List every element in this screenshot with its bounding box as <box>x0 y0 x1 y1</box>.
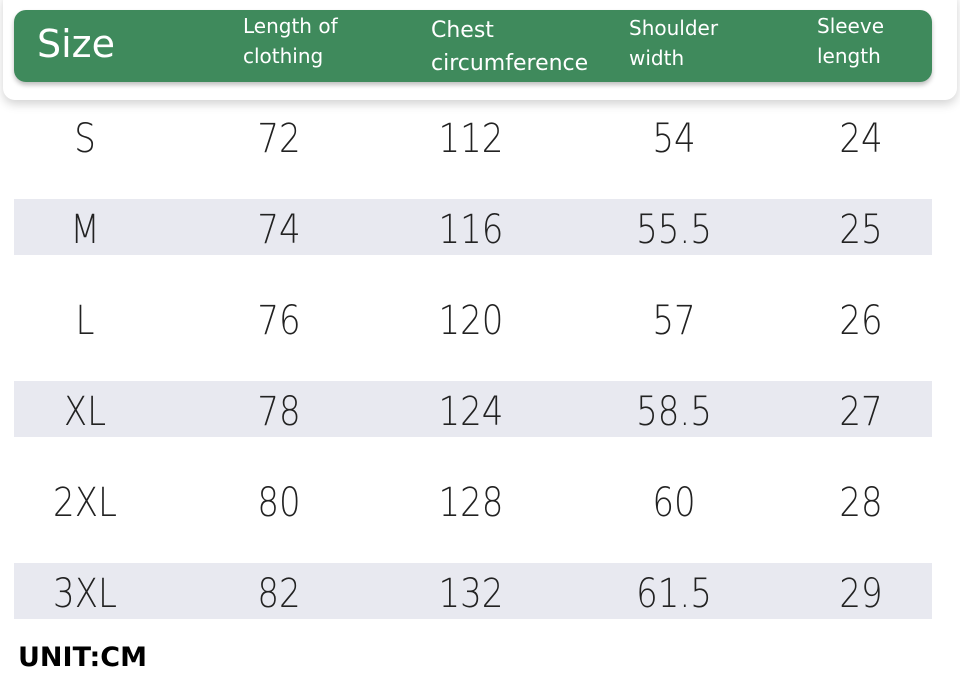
header-bar <box>14 10 932 82</box>
table-cell: 55.5 <box>636 207 712 253</box>
header-cell: Chest circumference <box>431 18 589 76</box>
row-band <box>14 381 932 437</box>
table-cell: 60 <box>652 480 696 526</box>
table-cell: 82 <box>257 571 301 617</box>
table-cell: XL <box>63 389 107 435</box>
table-cell: M <box>70 207 100 253</box>
table-cell: 58.5 <box>636 389 712 435</box>
table-cell: 128 <box>438 480 504 526</box>
header-cell: Sleeve length <box>817 14 885 68</box>
header-cell: Length of clothing <box>243 14 338 68</box>
table-cell: 116 <box>438 207 504 253</box>
table-cell: 72 <box>257 116 301 162</box>
table-cell: L <box>75 298 95 344</box>
table-cell: 112 <box>438 116 504 162</box>
table-cell: 24 <box>839 116 883 162</box>
table-cell: S <box>74 116 96 162</box>
table-cell: 27 <box>839 389 883 435</box>
table-cell: 74 <box>257 207 301 253</box>
table-cell: 29 <box>839 571 883 617</box>
row-band <box>14 199 932 255</box>
table-cell: 76 <box>257 298 301 344</box>
table-cell: 3XL <box>53 571 117 617</box>
table-cell: 124 <box>438 389 504 435</box>
table-cell: 2XL <box>53 480 117 526</box>
table-cell: 120 <box>438 298 504 344</box>
row-band <box>14 563 932 619</box>
table-cell: 57 <box>652 298 696 344</box>
table-cell: 25 <box>839 207 883 253</box>
unit-label: UNIT:CM <box>18 642 147 673</box>
table-cell: 80 <box>257 480 301 526</box>
table-cell: 54 <box>652 116 696 162</box>
header-cell: Size <box>37 22 116 66</box>
table-cell: 61.5 <box>636 571 712 617</box>
table-cell: 78 <box>257 389 301 435</box>
table-cell: 26 <box>839 298 883 344</box>
table-cell: 132 <box>438 571 504 617</box>
table-cell: 28 <box>839 480 883 526</box>
header-cell: Shoulder width <box>629 16 719 70</box>
